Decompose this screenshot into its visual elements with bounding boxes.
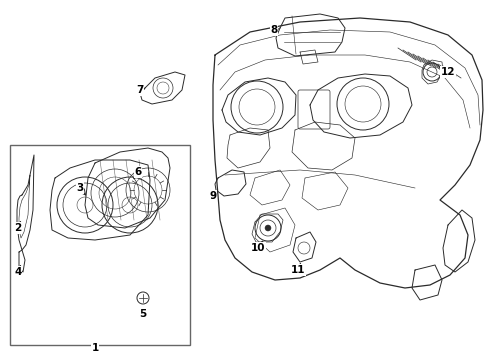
Text: 8: 8 [270,25,277,35]
Text: 10: 10 [250,243,264,253]
Text: 3: 3 [76,183,83,193]
Text: 1: 1 [91,343,99,353]
Text: 9: 9 [209,191,216,201]
Text: 5: 5 [139,309,146,319]
Text: 2: 2 [14,223,21,233]
Text: 11: 11 [290,265,305,275]
Text: 12: 12 [440,67,454,77]
Bar [10,145,190,345]
Text: 4: 4 [14,267,21,277]
Text: 6: 6 [134,167,142,177]
Circle shape [264,225,270,231]
Text: 7: 7 [136,85,143,95]
